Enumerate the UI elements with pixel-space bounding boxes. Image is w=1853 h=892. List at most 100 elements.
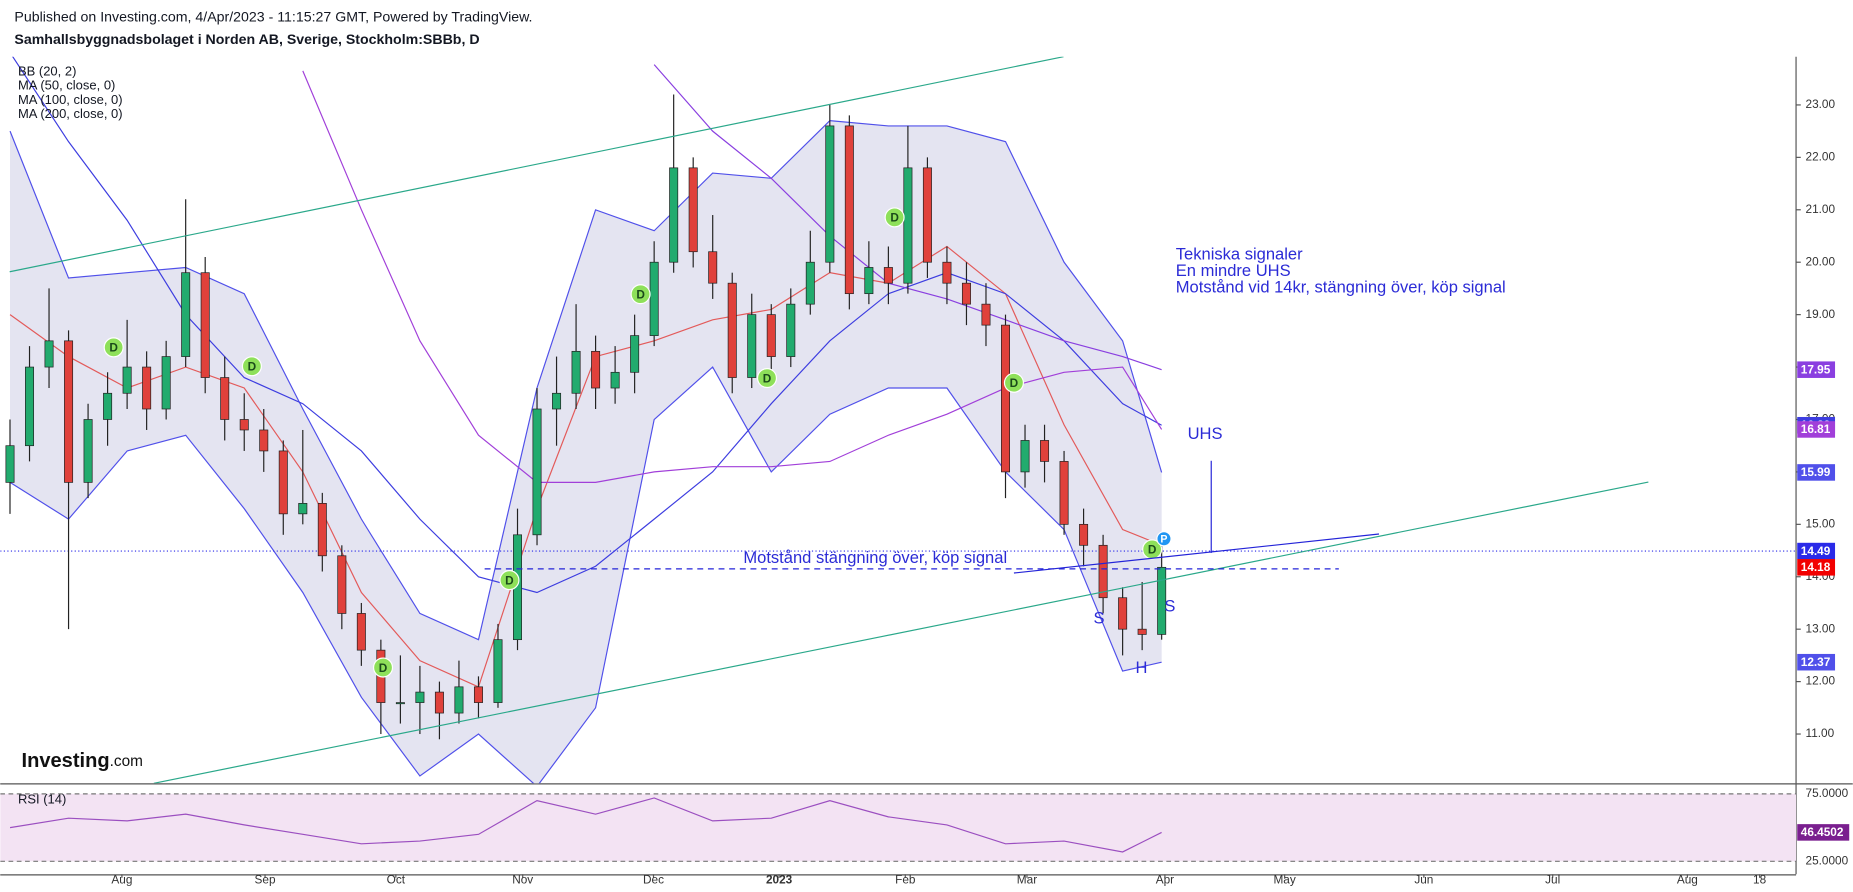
event-marker-label: D (248, 360, 257, 374)
candle-body (317, 503, 327, 557)
candle-body (1001, 324, 1010, 473)
candle-body (181, 272, 191, 357)
price-badge (1797, 559, 1836, 576)
candle-body (630, 335, 640, 373)
event-marker-label: D (379, 661, 388, 675)
candle-body (44, 340, 54, 368)
candle-body (259, 429, 269, 452)
candle-body (434, 691, 444, 714)
candle-body (142, 366, 152, 410)
candle-body (688, 167, 698, 253)
price-badge (1797, 653, 1836, 671)
event-marker (756, 368, 778, 389)
candle-body (220, 377, 230, 420)
candle-body (942, 261, 952, 284)
candle-body (1020, 440, 1030, 473)
candle-body (825, 125, 835, 263)
drawings (9, 56, 1649, 784)
y-tick-label: 11.00 (1806, 726, 1835, 740)
event-marker-label: D (1148, 543, 1157, 557)
price-badge-label: 15.99 (1801, 465, 1831, 479)
y-tick-label: 20.00 (1806, 254, 1836, 268)
published-line: Published on Investing.com, 4/Apr/2023 -… (14, 9, 532, 25)
y-tick-label: 23.00 (1806, 97, 1836, 111)
price-badge (1797, 464, 1836, 481)
price-badge-label: 14.49 (1801, 544, 1831, 558)
event-marker (1156, 531, 1172, 547)
candle-body (883, 267, 893, 284)
price-badge-label: 17.95 (1801, 362, 1831, 376)
candle-body (747, 314, 757, 378)
annotation: H (1136, 658, 1148, 677)
event-marker-label: D (636, 287, 645, 301)
x-tick-label: Dec (643, 872, 664, 886)
event-marker (499, 570, 520, 591)
candle-body (591, 350, 601, 389)
x-tick-label: Mar (1017, 872, 1037, 886)
y-tick-label: 25.0000 (1806, 853, 1849, 867)
candle-body (493, 639, 503, 703)
x-tick-label: Aug (111, 872, 132, 886)
candle-body (415, 691, 425, 703)
candle-body (83, 419, 93, 483)
candle-body (64, 340, 74, 483)
candle-body (708, 251, 718, 284)
event-marker (630, 284, 651, 305)
candle-body (5, 445, 15, 483)
candle-body (395, 702, 405, 705)
candle-body (278, 450, 288, 515)
x-tick-label: Sep (255, 872, 276, 886)
trend-line (153, 481, 1649, 784)
legend-entry: MA (50, close, 0) (18, 78, 115, 93)
x-tick-label: May (1273, 872, 1295, 886)
candle-body (610, 371, 620, 389)
x-tick-label: 18 (1753, 872, 1767, 886)
candle-body (864, 267, 874, 295)
y-tick-label: 75.0000 (1806, 786, 1849, 800)
moving-average (302, 70, 1163, 483)
candle-body (239, 419, 249, 431)
event-marker-label: P (1160, 534, 1167, 546)
legend-entry: MA (100, close, 0) (18, 92, 123, 107)
event-marker (884, 207, 905, 228)
annotation: Motstånd stängning över, köp signal (743, 548, 1007, 567)
rsi-badge-label: 46.4502 (1801, 825, 1844, 839)
annotation: S (1093, 608, 1104, 627)
price-badge-label: 12.37 (1801, 655, 1831, 669)
event-marker-label: D (505, 573, 514, 587)
y-tick-label: 21.00 (1806, 202, 1836, 216)
rsi-band (0, 793, 1797, 862)
candle-body (961, 282, 971, 305)
neckline (1013, 533, 1380, 574)
price-badge-label: 16.81 (1801, 422, 1831, 436)
candle-body (805, 261, 815, 305)
event-marker-label: D (1010, 376, 1019, 390)
annotation: S (1164, 597, 1175, 616)
candle-body (1040, 440, 1050, 462)
x-tick-label: Aug (1677, 872, 1698, 886)
candle-body (552, 392, 562, 410)
event-marker (241, 356, 262, 377)
bb-fill (9, 120, 1162, 784)
candle-body (844, 125, 854, 295)
event-marker (1003, 372, 1024, 393)
candle-body (571, 350, 581, 394)
candle-body (122, 366, 132, 394)
y-tick-label: 15.00 (1806, 516, 1836, 530)
candle-body (1118, 597, 1128, 630)
candle-body (786, 303, 796, 357)
annotation: Tekniska signaler (1176, 245, 1303, 264)
candle-body (356, 613, 366, 651)
event-marker (103, 337, 124, 358)
annotation: UHS (1188, 424, 1223, 443)
candle-body (200, 272, 210, 378)
candle-body (903, 167, 913, 284)
x-tick-label: Oct (387, 872, 406, 886)
annotation: En mindre UHS (1176, 261, 1291, 280)
x-tick-label: 2023 (766, 872, 793, 886)
y-tick-label: 12.00 (1806, 674, 1836, 688)
y-tick-label: 13.00 (1806, 621, 1836, 635)
candle-body (727, 282, 737, 378)
bb-lower (9, 366, 1162, 784)
x-tick-label: Jun (1414, 872, 1433, 886)
